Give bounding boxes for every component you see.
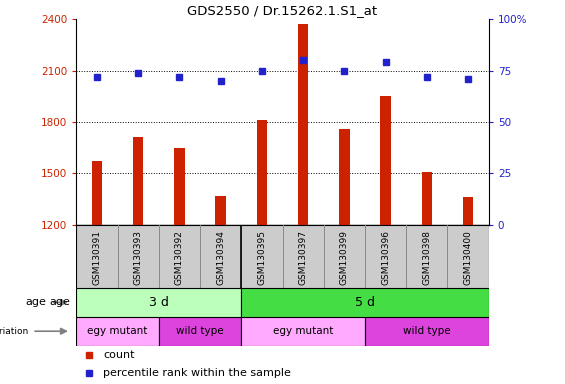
Bar	[76, 288, 241, 317]
Bar	[241, 317, 365, 346]
Bar	[365, 317, 489, 346]
Bar	[241, 288, 489, 317]
Text: percentile rank within the sample: percentile rank within the sample	[103, 367, 291, 377]
Text: GSM130394: GSM130394	[216, 230, 225, 285]
Text: count: count	[103, 350, 134, 360]
Text: egy mutant: egy mutant	[88, 326, 147, 336]
Bar	[174, 147, 185, 225]
Text: age: age	[50, 297, 71, 308]
Text: GSM130393: GSM130393	[134, 230, 142, 285]
Text: GSM130398: GSM130398	[423, 230, 431, 285]
Title: GDS2550 / Dr.15262.1.S1_at: GDS2550 / Dr.15262.1.S1_at	[188, 3, 377, 17]
Text: wild type: wild type	[403, 326, 451, 336]
Bar	[298, 24, 308, 225]
Text: GSM130400: GSM130400	[464, 230, 472, 285]
Bar	[339, 129, 350, 225]
Text: 5 d: 5 d	[355, 296, 375, 309]
Bar	[76, 317, 159, 346]
Bar	[380, 96, 391, 225]
Bar	[133, 137, 144, 225]
Text: genotype/variation: genotype/variation	[0, 327, 29, 336]
Text: egy mutant: egy mutant	[273, 326, 333, 336]
Text: GSM130395: GSM130395	[258, 230, 266, 285]
Text: GSM130399: GSM130399	[340, 230, 349, 285]
Text: GSM130396: GSM130396	[381, 230, 390, 285]
Bar	[463, 197, 473, 225]
Bar	[215, 195, 226, 225]
Text: age: age	[25, 297, 46, 308]
Bar	[92, 161, 102, 225]
Text: GSM130397: GSM130397	[299, 230, 307, 285]
Text: GSM130392: GSM130392	[175, 230, 184, 285]
Text: wild type: wild type	[176, 326, 224, 336]
Bar	[257, 120, 267, 225]
Bar	[159, 317, 241, 346]
Text: 3 d: 3 d	[149, 296, 169, 309]
Text: GSM130391: GSM130391	[93, 230, 101, 285]
Bar	[421, 172, 432, 225]
